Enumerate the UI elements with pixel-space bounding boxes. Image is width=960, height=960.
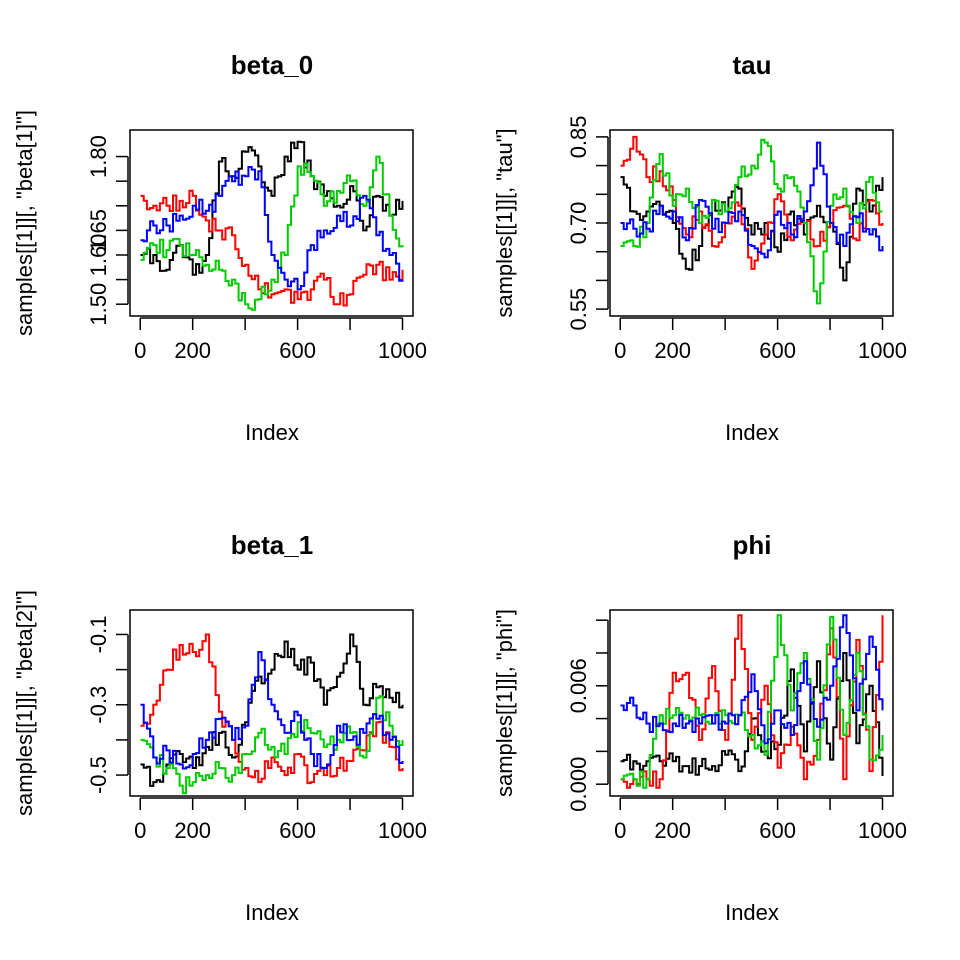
x-tick-label: 600: [759, 818, 796, 843]
x-tick-label: 0: [614, 818, 626, 843]
y-axis-label: samples[[1]][, "tau"]: [492, 128, 517, 317]
x-tick-label: 1000: [858, 338, 907, 363]
plot-box: [129, 129, 414, 317]
y-axis-label: samples[[1]][, "beta[1]"]: [12, 110, 37, 336]
chart-title: beta_0: [231, 50, 313, 80]
x-axis: 0 200 600 1000: [614, 317, 907, 363]
x-axis-label: Index: [725, 420, 779, 445]
x-axis-label: Index: [245, 420, 299, 445]
chart-title: beta_1: [231, 530, 313, 560]
y-tick-label: 1.60: [86, 234, 111, 277]
series-line-4: [620, 141, 884, 259]
y-tick-label: -0.3: [86, 686, 111, 724]
x-tick-label: 600: [279, 338, 316, 363]
series-line-3: [620, 138, 883, 305]
y-tick-label: 1.80: [86, 135, 111, 178]
x-tick-label: 200: [174, 818, 211, 843]
x-tick-label: 1000: [858, 818, 907, 843]
y-axis-label: samples[[1]][, "phi"]: [492, 609, 517, 797]
x-axis: 0 200 600 1000: [614, 797, 907, 843]
y-tick-label: 0.000: [566, 757, 591, 812]
x-tick-label: 600: [279, 818, 316, 843]
series-line-2: [140, 189, 404, 307]
chart-title: tau: [733, 50, 772, 80]
x-tick-label: 1000: [378, 818, 427, 843]
chart-panel-4: 0 200 600 1000 0.000 0.006 phi Index samples[[1]…: [492, 530, 907, 925]
y-tick-label: 1.50: [86, 283, 111, 326]
plot-box: [609, 609, 894, 797]
series-group: [140, 633, 404, 795]
y-tick-label: -0.1: [86, 616, 111, 654]
x-axis-label: Index: [245, 900, 299, 925]
y-tick-label: 0.006: [566, 658, 591, 713]
chart-panel-2: 0 200 600 1000 0.55 0.70 0.85 tau Index samples[[…: [492, 50, 907, 445]
x-tick-label: 0: [134, 818, 146, 843]
series-line-2: [140, 633, 404, 785]
y-tick-label: 1.65: [86, 209, 111, 252]
series-line-3: [140, 155, 404, 311]
series-line-2: [620, 135, 884, 270]
plot-box: [609, 129, 894, 317]
series-line-4: [140, 166, 404, 291]
x-axis: 0 200 600 1000: [134, 317, 427, 363]
y-tick-label: 0.85: [566, 115, 591, 158]
y-tick-label: 0.55: [566, 288, 591, 331]
series-group: [140, 140, 404, 311]
plot-box: [129, 609, 414, 797]
x-tick-label: 1000: [378, 338, 427, 363]
series-line-3: [620, 614, 884, 789]
x-tick-label: 0: [614, 338, 626, 363]
x-tick-label: 200: [174, 338, 211, 363]
y-tick-label: 0.70: [566, 202, 591, 245]
x-tick-label: 600: [759, 338, 796, 363]
series-line-3: [140, 695, 404, 795]
x-tick-label: 0: [134, 338, 146, 363]
y-axis: -0.5 -0.3 -0.1: [86, 616, 129, 794]
chart-panel-1: 0 200 600 1000 1.50 1.601.65 1.80 beta_0 Index sa…: [12, 50, 427, 445]
series-group: [620, 135, 884, 305]
x-tick-label: 200: [654, 338, 691, 363]
series-group: [620, 614, 884, 789]
x-axis-label: Index: [725, 900, 779, 925]
y-tick-label: -0.5: [86, 756, 111, 794]
series-line-2: [620, 614, 884, 789]
chart-title: phi: [733, 530, 772, 560]
x-axis: 0 200 600 1000: [134, 797, 427, 843]
series-line-4: [140, 651, 404, 770]
y-axis: 1.50 1.601.65 1.80: [86, 135, 129, 326]
chart-panel-3: 0 200 600 1000 -0.5 -0.3 -0.1 beta_1 Index sample…: [12, 530, 427, 925]
y-axis: 0.000 0.006: [566, 619, 609, 812]
y-axis: 0.55 0.70 0.85: [566, 115, 609, 331]
y-axis-label: samples[[1]][, "beta[2]"]: [12, 590, 37, 816]
x-tick-label: 200: [654, 818, 691, 843]
series-line-1: [140, 633, 404, 787]
series-line-4: [620, 614, 884, 745]
